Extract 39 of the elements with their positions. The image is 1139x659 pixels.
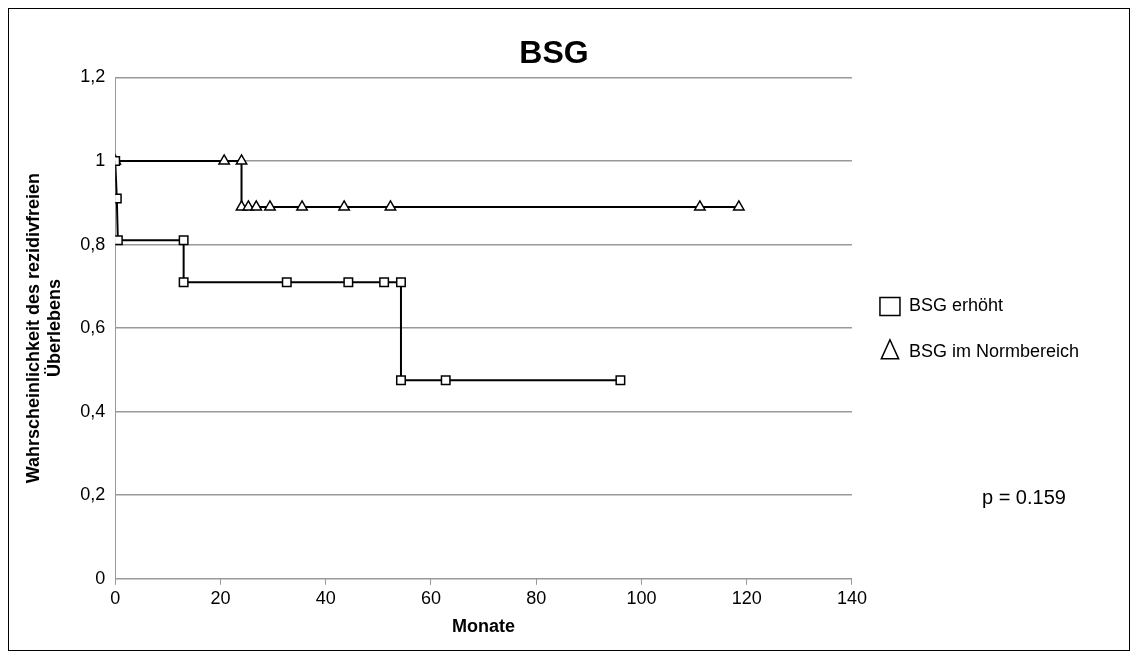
point (250, 200, 263, 211)
point (732, 200, 745, 211)
legend-label: BSG erhöht (908, 295, 1004, 316)
x-tick-label: 80 (526, 587, 547, 608)
point (693, 200, 706, 211)
legend-label: BSG im Normbereich (908, 341, 1079, 362)
y-tick-label: 1 (95, 149, 106, 170)
x-axis-title: Monate (452, 616, 516, 637)
y-tick-label: 0,8 (80, 233, 106, 254)
point (178, 277, 189, 288)
point (440, 375, 451, 386)
point (281, 277, 292, 288)
text: p = 0.159 (981, 486, 1066, 509)
y-tick-label: 0 (95, 567, 106, 588)
point (395, 277, 406, 288)
chart-title: BSG (519, 34, 589, 71)
x-tick-label: 20 (210, 587, 231, 608)
x-tick-label: 40 (315, 587, 336, 608)
x-tick-label: 60 (420, 587, 441, 608)
point (218, 154, 231, 165)
point (178, 235, 189, 246)
point (384, 200, 397, 211)
point (395, 375, 406, 386)
point (296, 200, 308, 211)
y-tick-label: 0,2 (80, 484, 106, 505)
point (379, 277, 390, 288)
x-tick-label: 140 (836, 587, 867, 608)
y-axis-title: Wahrscheinlichkeit des rezidivfreien Überlebens (22, 172, 65, 484)
y-tick-label: 0,4 (80, 400, 106, 421)
x-tick-label: 120 (731, 587, 762, 608)
point (263, 200, 276, 211)
point (338, 200, 351, 211)
y-tick-label: 0,6 (80, 317, 106, 338)
x-tick-label: 100 (626, 587, 657, 608)
point (343, 277, 354, 288)
point (615, 375, 626, 386)
point (235, 154, 248, 165)
x-tick-label: 0 (110, 587, 121, 608)
y-tick-label: 1,2 (80, 66, 106, 87)
